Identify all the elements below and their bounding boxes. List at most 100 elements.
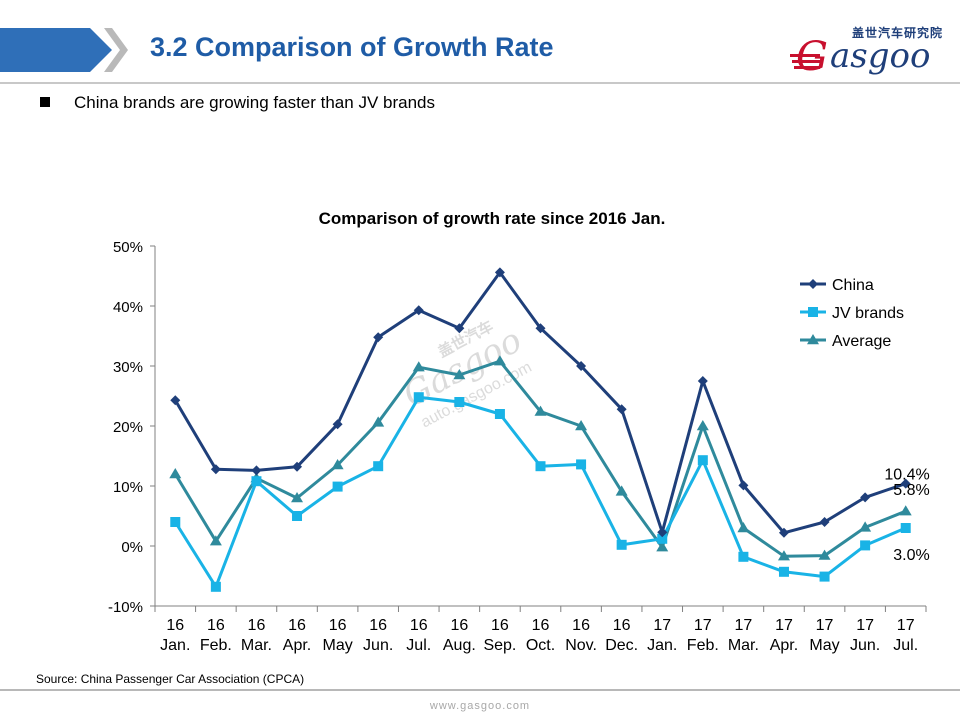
data-point-jv-brands [778,566,789,577]
data-point-jv-brands [697,455,708,466]
data-point-jv-brands [657,533,668,544]
data-point-average [534,405,547,416]
legend-label: JV brands [832,305,904,322]
data-point-average [575,420,588,431]
x-tick-label-month: May [322,637,352,654]
x-tick-label-month: Jul. [893,637,918,654]
x-tick-label-year: 17 [694,617,712,634]
y-tick-label: 0% [121,539,143,556]
x-tick-label-month: Feb. [687,637,719,654]
data-point-average [209,535,222,546]
y-tick-label: -10% [108,599,143,616]
bullet-text: China brands are growing faster than JV … [74,93,435,112]
x-tick-label-month: Jun. [363,637,393,654]
x-tick-label-month: Apr. [283,637,311,654]
data-point-china [170,395,181,406]
x-tick-label-year: 16 [410,617,428,634]
data-point-china [657,527,668,538]
data-point-jv-brands [860,540,871,551]
data-point-average [859,521,872,532]
x-tick-label-year: 16 [450,617,468,634]
growth-rate-chart: 盖世汽车 Gasgoo auto.gasgoo.com Comparison of … [0,190,960,670]
data-point-china [697,376,708,386]
x-tick-label-month: Feb. [200,637,232,654]
x-tick-label-year: 16 [288,617,306,634]
bullet-square-icon [40,97,50,107]
x-tick-label-year: 16 [207,617,225,634]
y-tick-label: 50% [113,239,143,256]
x-tick-label-month: Aug. [443,637,476,654]
end-value-label: 10.4% [884,467,929,484]
x-tick-label-month: Apr. [770,637,798,654]
data-point-jv-brands [535,461,546,472]
y-tick-label: 40% [113,299,143,316]
x-tick-label-month: Sep. [483,637,516,654]
bullet-point: China brands are growing faster than JV … [40,93,435,113]
x-tick-label-year: 16 [248,617,266,634]
x-tick-label-month: Jul. [406,637,431,654]
x-tick-label-year: 17 [856,617,874,634]
data-point-china [860,492,871,503]
x-tick-label-year: 17 [734,617,752,634]
x-tick-label-year: 16 [532,617,550,634]
data-point-jv-brands [170,517,181,527]
x-tick-label-year: 16 [329,617,347,634]
series-line-china [173,270,907,535]
x-tick-label-year: 16 [491,617,509,634]
x-tick-label-month: Mar. [728,637,759,654]
x-tick-label-month: May [809,637,839,654]
data-point-jv-brands [210,581,221,592]
data-point-china [210,464,221,475]
data-point-jv-brands [413,392,424,403]
data-point-jv-brands [454,397,465,407]
page-title: 3.2 Comparison of Growth Rate [150,32,554,62]
data-point-china [251,465,262,476]
data-point-jv-brands [819,571,830,582]
y-tick-label: 30% [113,359,143,376]
x-tick-label-year: 17 [653,617,671,634]
data-point-china [576,361,587,371]
header-accent-bar [0,28,90,72]
data-point-average [777,550,790,561]
data-point-average [291,492,304,503]
data-point-average [331,459,344,470]
data-point-china [819,517,830,527]
footer-url: www.gasgoo.com [429,700,531,712]
legend-label: Average [832,333,891,350]
series-line-average [174,359,907,558]
chart-title: Comparison of growth rate since 2016 Jan… [319,209,666,228]
data-point-jv-brands [251,476,262,487]
x-tick-label-year: 16 [572,617,590,634]
data-point-average [493,355,506,366]
legend-label: China [832,277,874,294]
data-point-china [900,478,911,489]
data-point-jv-brands [738,551,749,562]
source-note: Source: China Passenger Car Association … [36,672,305,686]
y-tick-label: 10% [113,479,143,496]
x-tick-label-year: 17 [816,617,834,634]
data-point-average [737,522,750,533]
data-point-average [656,541,669,552]
data-point-china [413,305,424,316]
data-point-average [372,416,385,427]
x-tick-label-year: 16 [369,617,387,634]
data-point-china [778,527,789,538]
data-point-average [899,505,912,516]
data-point-china [616,404,627,415]
data-point-china [332,419,343,430]
data-point-jv-brands [494,409,505,419]
data-point-china [292,461,303,472]
x-tick-label-month: Oct. [526,637,555,654]
footer-divider [0,689,960,691]
x-tick-label-month: Jun. [850,637,880,654]
data-point-jv-brands [900,523,911,533]
x-tick-label-month: Dec. [605,637,638,654]
x-tick-label-month: Jan. [160,637,190,654]
data-point-jv-brands [576,459,587,470]
x-tick-label-year: 17 [897,617,915,634]
gasgoo-logo: 盖世汽车研究院 G asgoo [790,22,950,80]
data-point-jv-brands [332,481,343,492]
logo-initial: G [796,34,828,80]
